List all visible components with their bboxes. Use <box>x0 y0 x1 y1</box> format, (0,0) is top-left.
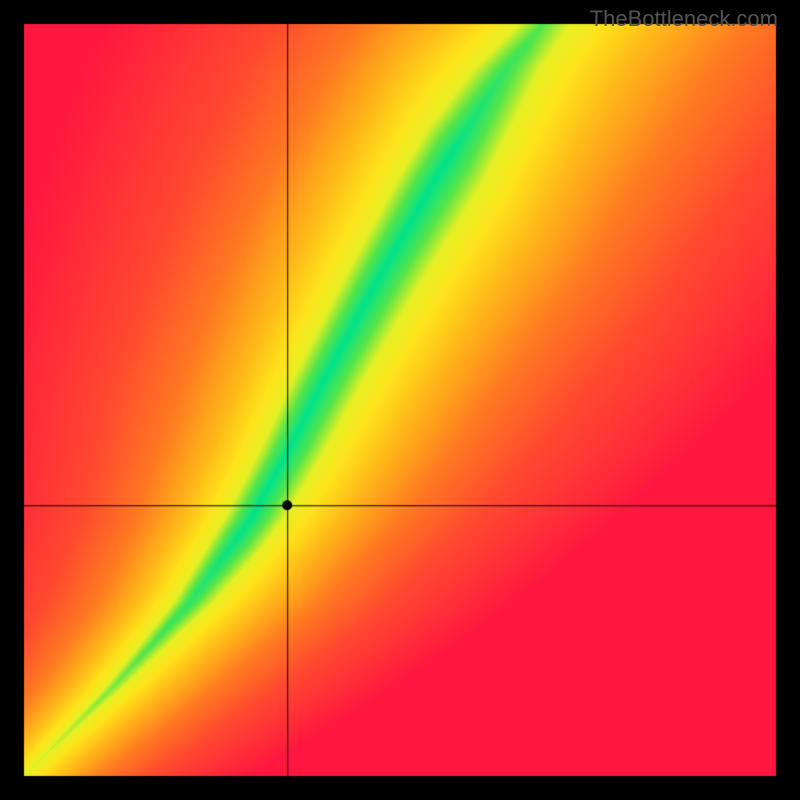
bottleneck-heatmap-canvas <box>0 0 800 800</box>
chart-container: TheBottleneck.com <box>0 0 800 800</box>
watermark-text: TheBottleneck.com <box>590 6 778 32</box>
